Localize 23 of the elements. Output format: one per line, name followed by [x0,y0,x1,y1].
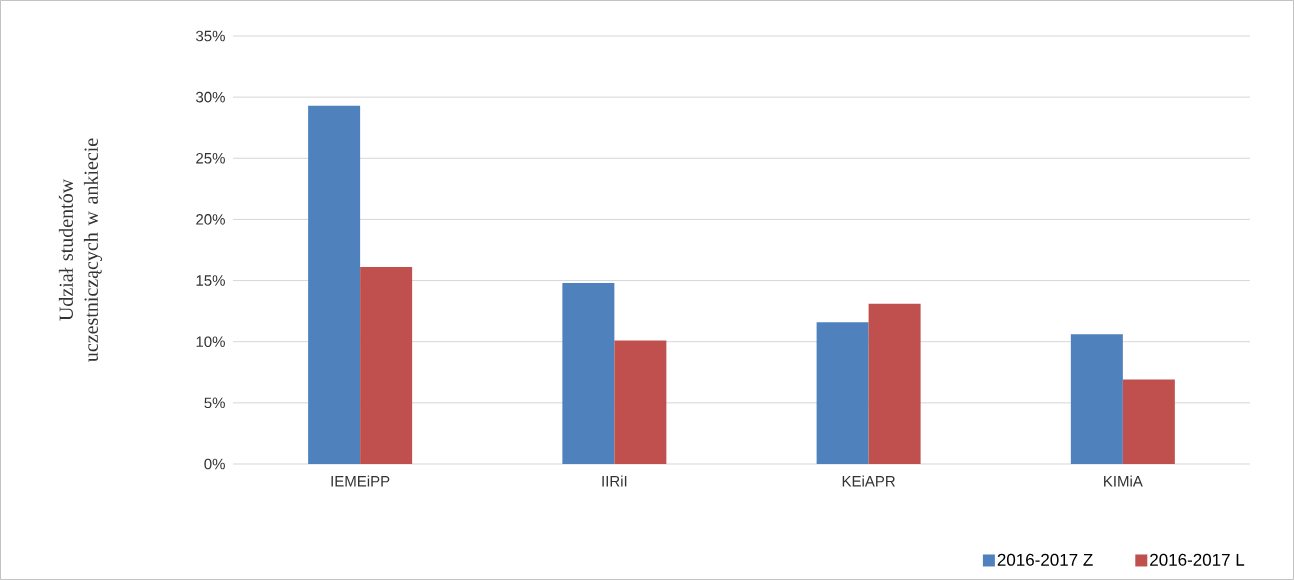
bar [308,105,361,464]
y-tick-label: 25% [196,152,225,164]
y-tick-label: 30% [196,91,225,103]
y-axis-title: Udział studentów uczestniczących w ankiecie [58,138,103,362]
y-tick-label: 15% [196,275,225,286]
x-tick-label: IEMEiPP [331,475,390,487]
bar [360,267,413,464]
y-tick-label: 10% [196,336,225,348]
bar [868,303,921,464]
y-tick-label: 5% [204,397,225,409]
x-tick-label: KIMiA [1104,475,1143,487]
y-tick-label: 35% [196,30,225,42]
bar [614,340,667,464]
x-tick-label: IIRiI [602,475,627,487]
bar [1070,334,1123,464]
legend-label: 2016-2017 L [1150,553,1245,566]
bar [1122,379,1175,464]
legend-label: 2016-2017 Z [997,553,1093,566]
y-tick-label: 0% [204,458,225,470]
y-tick-label: 20% [196,214,225,225]
x-tick-label: KEiAPR [842,475,895,487]
bar [562,283,615,464]
bar [816,322,869,464]
